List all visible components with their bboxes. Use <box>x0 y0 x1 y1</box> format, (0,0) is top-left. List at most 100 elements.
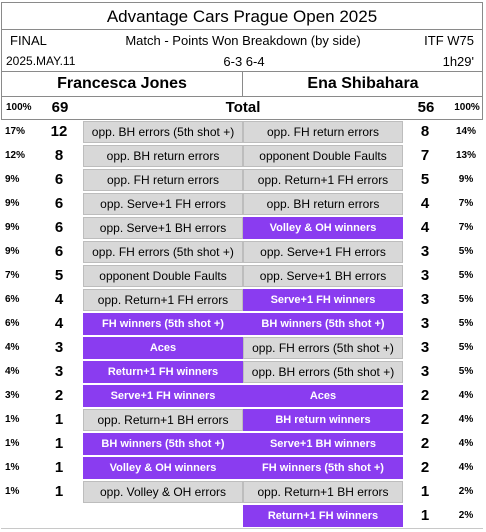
right-count: 1 <box>420 507 430 524</box>
right-category: opp. FH errors (5th shot +) <box>243 337 403 359</box>
name-divider <box>242 72 243 96</box>
right-pct: 9% <box>458 174 474 185</box>
right-category: FH winners (5th shot +) <box>243 457 403 479</box>
right-category: BH return winners <box>243 409 403 431</box>
table-row: 9% 6 opp. FH errors (5th shot +) opp. Serve… <box>1 240 483 264</box>
left-count: 1 <box>54 435 64 452</box>
right-category: opp. Serve+1 BH errors <box>243 265 403 287</box>
right-count: 2 <box>420 387 430 404</box>
table-row: 9% 6 opp. Serve+1 BH errors Volley & OH win… <box>1 216 483 240</box>
player-right-name: Ena Shibahara <box>307 75 419 92</box>
left-category: Return+1 FH winners <box>83 361 243 383</box>
left-count: 4 <box>54 315 64 332</box>
right-count: 1 <box>420 483 430 500</box>
total-label: Total <box>225 99 261 116</box>
right-category: opponent Double Faults <box>243 145 403 167</box>
left-pct: 9% <box>5 222 20 233</box>
right-pct: 7% <box>458 198 474 209</box>
left-category: opp. BH return errors <box>83 145 243 167</box>
table-bottom-border <box>1 528 483 529</box>
left-count: 12 <box>50 123 68 140</box>
right-count: 3 <box>420 267 430 284</box>
right-pct: 4% <box>458 438 474 449</box>
right-pct: 14% <box>455 126 476 137</box>
total-right-pct: 100% <box>454 102 480 113</box>
left-category: opp. Volley & OH errors <box>83 481 243 503</box>
left-count: 4 <box>54 291 64 308</box>
player-left-name: Francesca Jones <box>57 75 187 92</box>
right-pct: 7% <box>458 222 474 233</box>
table-row: 7% 5 opponent Double Faults opp. Serve+1 BH… <box>1 264 483 288</box>
table-row: 1% 1 Volley & OH winners FH winners (5th sh… <box>1 456 483 480</box>
right-category: opp. FH return errors <box>243 121 403 143</box>
table-row: 4% 3 Return+1 FH winners opp. BH errors (5t… <box>1 360 483 384</box>
left-pct: 9% <box>5 174 20 185</box>
left-count: 6 <box>54 219 64 236</box>
right-category: opp. Serve+1 FH errors <box>243 241 403 263</box>
right-count: 3 <box>420 339 430 356</box>
left-category: FH winners (5th shot +) <box>83 313 243 335</box>
left-pct: 17% <box>5 126 26 137</box>
right-count: 4 <box>420 195 430 212</box>
left-count: 6 <box>54 171 64 188</box>
table-row: 1% 1 opp. Return+1 BH errors BH return winn… <box>1 408 483 432</box>
breakdown-rows: 17% 12 opp. BH errors (5th shot +) opp. FH … <box>1 120 483 528</box>
tournament-title: Advantage Cars Prague Open 2025 <box>1 2 483 30</box>
table-row: 9% 6 opp. FH return errors opp. Return+1 FH… <box>1 168 483 192</box>
left-pct: 9% <box>5 198 20 209</box>
right-pct: 5% <box>458 270 474 281</box>
left-count: 1 <box>54 411 64 428</box>
left-pct: 1% <box>5 462 20 473</box>
left-pct: 1% <box>5 486 20 497</box>
total-row: 100% 69 Total 56 100% <box>1 97 483 120</box>
total-right-count: 56 <box>417 99 435 116</box>
table-subtitle: Match - Points Won Breakdown (by side) <box>125 33 361 48</box>
match-date: 2025.MAY.11 <box>6 54 76 68</box>
table-row: 1% 1 BH winners (5th shot +) Serve+1 BH win… <box>1 432 483 456</box>
right-pct: 4% <box>458 414 474 425</box>
table-row: 17% 12 opp. BH errors (5th shot +) opp. FH … <box>1 120 483 144</box>
table-row: 6% 4 opp. Return+1 FH errors Serve+1 FH win… <box>1 288 483 312</box>
right-category: Return+1 FH winners <box>243 505 403 527</box>
right-pct: 5% <box>458 246 474 257</box>
right-count: 3 <box>420 243 430 260</box>
left-category: opponent Double Faults <box>83 265 243 287</box>
right-category: BH winners (5th shot +) <box>243 313 403 335</box>
left-pct: 6% <box>5 318 20 329</box>
right-category: opp. BH return errors <box>243 193 403 215</box>
left-pct: 4% <box>5 342 20 353</box>
right-count: 3 <box>420 291 430 308</box>
right-pct: 4% <box>458 390 474 401</box>
left-count: 8 <box>54 147 64 164</box>
right-count: 3 <box>420 315 430 332</box>
left-pct: 9% <box>5 246 20 257</box>
right-pct: 5% <box>458 318 474 329</box>
round-label: FINAL <box>10 33 47 48</box>
left-count: 1 <box>54 459 64 476</box>
right-pct: 5% <box>458 294 474 305</box>
right-count: 8 <box>420 123 430 140</box>
total-left-count: 69 <box>51 99 69 116</box>
left-pct: 1% <box>5 414 20 425</box>
left-category: opp. Return+1 FH errors <box>83 289 243 311</box>
table-row: 9% 6 opp. Serve+1 FH errors opp. BH return … <box>1 192 483 216</box>
left-category: opp. BH errors (5th shot +) <box>83 121 243 143</box>
right-pct: 4% <box>458 462 474 473</box>
right-pct: 5% <box>458 366 474 377</box>
match-score: 6-3 6-4 <box>223 54 265 69</box>
table-row: 6% 4 FH winners (5th shot +) BH winners (5t… <box>1 312 483 336</box>
left-pct: 3% <box>5 390 20 401</box>
header-info-row: FINAL Match - Points Won Breakdown (by s… <box>1 30 483 51</box>
left-pct: 7% <box>5 270 20 281</box>
left-pct: 6% <box>5 294 20 305</box>
right-pct: 13% <box>455 150 476 161</box>
right-category: opp. Return+1 FH errors <box>243 169 403 191</box>
right-count: 2 <box>420 435 430 452</box>
right-category: Serve+1 FH winners <box>243 289 403 311</box>
left-category: opp. Return+1 BH errors <box>83 409 243 431</box>
left-pct: 12% <box>5 150 26 161</box>
right-count: 2 <box>420 411 430 428</box>
match-duration: 1h29' <box>442 54 474 69</box>
left-count: 1 <box>54 483 64 500</box>
right-count: 7 <box>420 147 430 164</box>
